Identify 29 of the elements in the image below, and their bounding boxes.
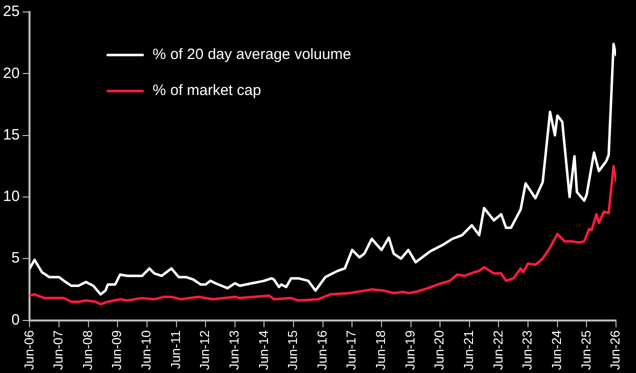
x-tick-label: Jun-14 [256,330,271,370]
x-tick-label: Jun-08 [80,330,95,370]
x-tick-label: Jun-17 [344,330,359,370]
x-tick-label: Jun-16 [314,330,330,370]
x-tick-label: Jun-18 [373,330,388,370]
y-tick-label: 5 [11,250,20,267]
x-tick-label: Jun-11 [168,330,183,370]
x-tick-label: Jun-23 [520,330,535,370]
x-tick-label: Jun-09 [109,330,124,370]
x-tick-label: Jun-21 [461,330,476,370]
x-tick-label: Jun-20 [432,330,447,370]
x-tick-label: Jun-26 [608,330,623,370]
x-tick-label: Jun-07 [50,330,66,370]
y-tick-label: 0 [11,311,20,328]
x-tick-label: Jun-19 [402,330,418,370]
y-tick-label: 10 [2,188,20,206]
x-tick-label: Jun-06 [21,330,36,370]
x-tick-label: Jun-10 [138,330,154,370]
x-tick-label: Jun-24 [548,330,564,370]
x-tick-label: Jun-25 [578,330,594,370]
x-tick-label: Jun-22 [490,330,506,370]
x-tick-label: Jun-15 [285,330,300,370]
x-tick-label: Jun-12 [197,330,212,370]
x-tick-label: Jun-13 [226,330,242,370]
y-tick-label: 20 [2,64,20,82]
y-tick-label: 25 [2,3,20,20]
y-tick-label: 15 [2,126,20,144]
legend-label: % of 20 day average voluume [152,46,352,64]
legend-label: % of market cap [152,82,262,100]
